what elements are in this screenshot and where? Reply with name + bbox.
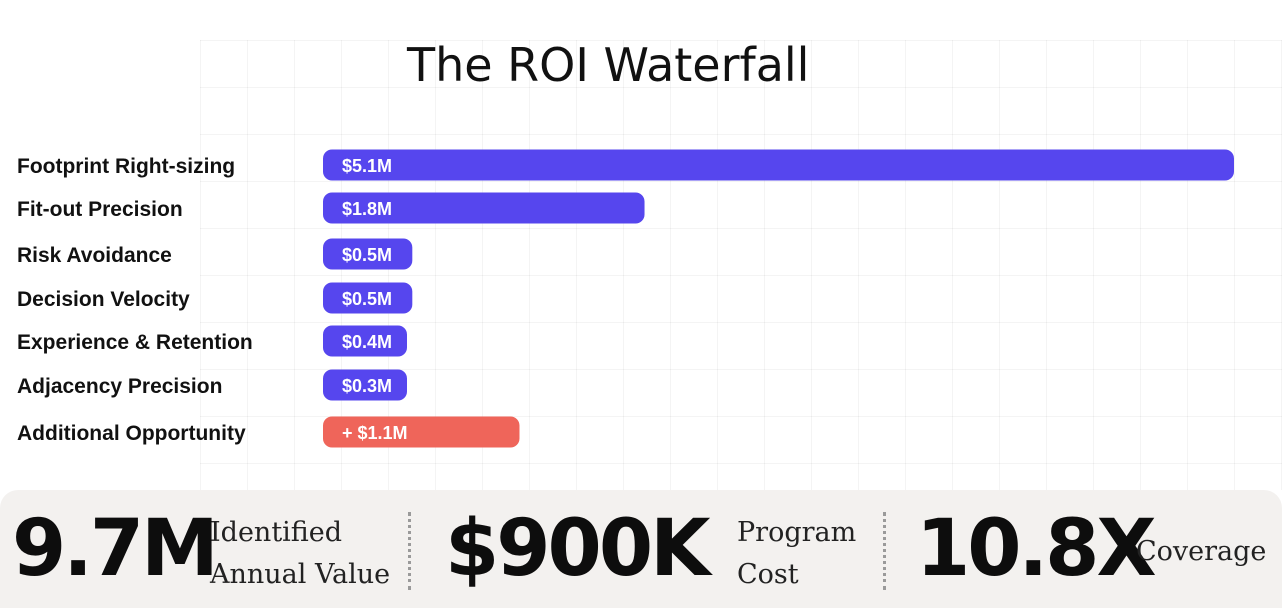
bar-value-label-experience-and-retention: $0.4M — [342, 332, 392, 352]
bar-value-label-risk-avoidance: $0.5M — [342, 245, 392, 265]
bar-fit-out-precision — [323, 192, 645, 224]
identified-value-label-1: Identified — [210, 517, 343, 548]
identified-value-label-2: Annual Value — [210, 559, 391, 590]
roi-waterfall-chart: Footprint Right-sizing $5.1M Fit-out Preci… — [17, 149, 1234, 448]
bar-adjacency-precision — [323, 369, 407, 401]
category-label-adjacency-precision: Adjacency Precision — [17, 375, 222, 398]
bar-value-label-fit-out-precision: $1.8M — [342, 199, 392, 219]
program-cost-label-2: Cost — [737, 559, 799, 590]
bar-value-label-additional-opportunity: + $1.1M — [342, 423, 408, 443]
bar-risk-avoidance — [323, 238, 413, 270]
bar-additional-opportunity — [323, 416, 520, 448]
bar-value-label-adjacency-precision: $0.3M — [342, 376, 392, 396]
stat-divider — [408, 512, 411, 590]
program-cost-stat: $900K — [445, 504, 711, 594]
category-label-experience-and-retention: Experience & Retention — [17, 331, 253, 354]
category-label-fit-out-precision: Fit-out Precision — [17, 198, 183, 221]
bar-value-label-footprint-right-sizing: $5.1M — [342, 156, 392, 176]
identified-value-stat: 9.7M — [12, 504, 219, 594]
coverage-label: Coverage — [1136, 536, 1267, 567]
stats-bar — [0, 490, 1282, 608]
bar-footprint-right-sizing — [323, 149, 1234, 181]
chart-title: The ROI Waterfall — [407, 38, 810, 92]
category-label-additional-opportunity: Additional Opportunity — [17, 422, 246, 445]
category-label-risk-avoidance: Risk Avoidance — [17, 244, 172, 267]
category-label-footprint-right-sizing: Footprint Right-sizing — [17, 155, 235, 178]
coverage-stat: 10.8X — [916, 504, 1157, 594]
bar-decision-velocity — [323, 282, 413, 314]
program-cost-label-1: Program — [737, 517, 857, 548]
category-label-decision-velocity: Decision Velocity — [17, 288, 190, 311]
stat-divider — [883, 512, 886, 590]
bar-value-label-decision-velocity: $0.5M — [342, 289, 392, 309]
bar-experience-and-retention — [323, 325, 407, 357]
